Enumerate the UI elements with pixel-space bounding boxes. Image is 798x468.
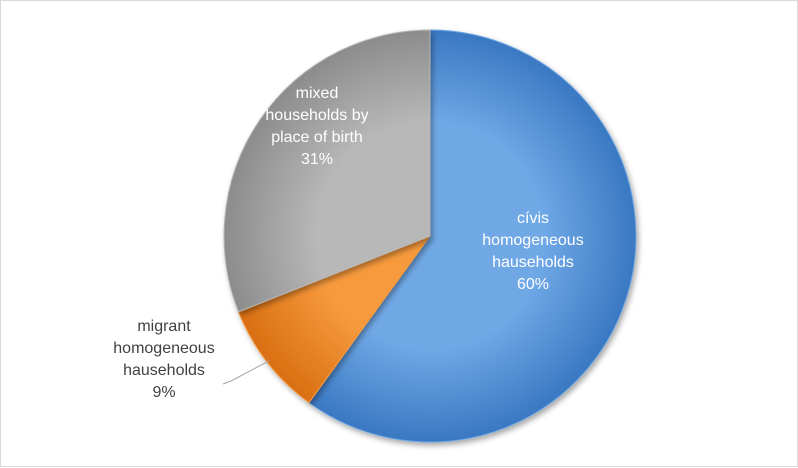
slice-label-2: migrant homogeneous hauseholds 9% [113,318,214,401]
slice-category-label: households by [265,107,368,124]
leader-lines-layer [222,360,270,385]
labels-layer: cívis homogeneous hauseholds 60% migrant homo… [113,85,583,401]
slice-label-1: cívis homogeneous hauseholds 60% [482,210,583,293]
slice-category-label: hauseholds [492,254,574,271]
slice-category-label: homogeneous [113,340,214,357]
pie-slice-3 [223,29,431,313]
slice-category-label: migrant [137,318,191,335]
slice-percent-label: 31% [301,151,333,168]
slice-label-3: mixed households by place of birth 31% [265,85,368,168]
leader-line [222,360,270,385]
slice-percent-label: 9% [152,384,175,401]
slice-category-label: mixed [296,85,339,102]
pie-slice-1 [308,29,637,443]
slice-category-label: cívis [517,210,549,227]
slice-category-label: homogeneous [482,232,583,249]
slices-layer [223,29,637,443]
slice-category-label: hauseholds [123,362,205,379]
slice-category-label: place of birth [271,129,363,146]
slice-percent-label: 60% [517,276,549,293]
